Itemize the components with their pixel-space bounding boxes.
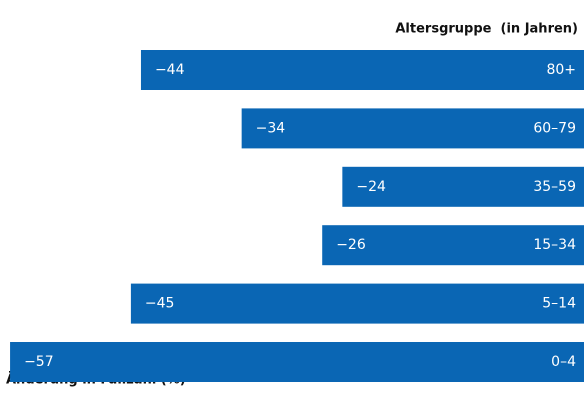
bar xyxy=(241,108,584,149)
category-label: 35–59 xyxy=(533,179,576,195)
bar xyxy=(130,283,584,324)
category-label: 0–4 xyxy=(551,354,576,370)
value-label: −26 xyxy=(336,237,366,253)
chart-title: Altersgruppe (in Jahren) xyxy=(395,22,578,37)
bar xyxy=(10,342,584,382)
value-label: −24 xyxy=(356,179,386,195)
bar xyxy=(322,225,584,266)
category-label: 15–34 xyxy=(533,237,576,253)
bar xyxy=(140,50,584,90)
value-label: −44 xyxy=(155,62,185,78)
category-label: 80+ xyxy=(546,62,576,78)
value-label: −45 xyxy=(145,296,175,312)
bar xyxy=(342,166,584,207)
category-label: 60–79 xyxy=(533,120,576,136)
value-label: −34 xyxy=(256,120,286,136)
category-label: 5–14 xyxy=(542,296,576,312)
value-label: −57 xyxy=(24,354,54,370)
